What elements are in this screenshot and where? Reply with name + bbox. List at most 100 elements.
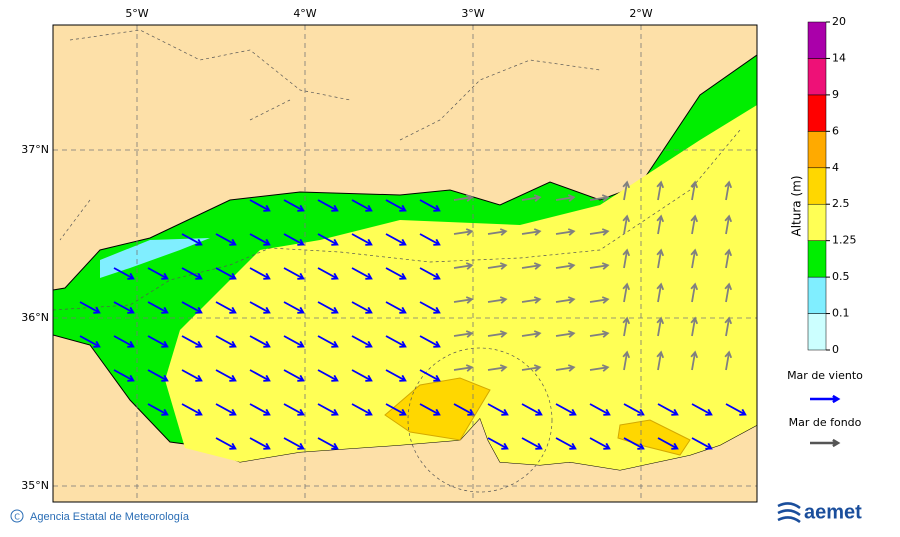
arrow: [622, 316, 631, 337]
arrow: [385, 403, 407, 416]
arrow: [622, 180, 631, 201]
lat-label: 35°N: [21, 479, 49, 492]
arrow: [657, 437, 679, 450]
arrow: [656, 282, 665, 303]
arrow: [623, 437, 645, 450]
colorbar-title: Altura (m): [790, 175, 804, 236]
arrow: [690, 248, 699, 269]
colorbar-segment: [807, 313, 827, 351]
arrow: [215, 369, 237, 382]
arrow: [317, 199, 339, 212]
arrow: [419, 369, 441, 382]
arrow: [317, 301, 339, 314]
arrow: [622, 350, 631, 371]
arrow: [113, 335, 135, 348]
map-frame: [52, 24, 758, 503]
arrow: [317, 335, 339, 348]
arrow: [724, 282, 733, 303]
arrow: [690, 180, 699, 201]
arrow: [215, 267, 237, 280]
arrow: [691, 437, 713, 450]
legend-label: Mar de viento: [787, 369, 863, 382]
arrow: [317, 267, 339, 280]
arrow: [147, 403, 169, 416]
arrow: [385, 335, 407, 348]
colorbar-label: 20: [832, 15, 846, 28]
arrow: [147, 335, 169, 348]
arrow: [622, 214, 631, 235]
arrow: [691, 403, 713, 416]
arrow: [351, 369, 373, 382]
arrow: [724, 350, 733, 371]
arrow: [810, 394, 841, 404]
arrow: [521, 262, 542, 270]
arrow: [249, 199, 271, 212]
arrow: [589, 228, 610, 236]
arrow: [419, 199, 441, 212]
arrow: [555, 228, 576, 236]
lon-label: 5°W: [125, 7, 148, 20]
arrow: [351, 199, 373, 212]
arrow: [283, 403, 305, 416]
colorbar-label: 6: [832, 124, 839, 137]
arrow: [555, 364, 576, 372]
arrow: [419, 233, 441, 246]
arrow: [657, 403, 679, 416]
arrow: [521, 403, 543, 416]
arrow: [555, 330, 576, 338]
arrow: [419, 335, 441, 348]
arrow: [283, 335, 305, 348]
land-border: [59, 29, 601, 241]
arrow: [283, 199, 305, 212]
arrow: [487, 364, 508, 372]
arrow: [385, 267, 407, 280]
arrow: [113, 369, 135, 382]
arrow: [521, 437, 543, 450]
arrow: [385, 301, 407, 314]
wave-zone: [384, 377, 491, 441]
legend-label: Mar de fondo: [789, 416, 862, 429]
arrow: [249, 267, 271, 280]
arrow: [283, 233, 305, 246]
colorbar-segment: [807, 94, 827, 132]
colorbar-label: 4: [832, 161, 839, 174]
colorbar-label: 0: [832, 343, 839, 356]
arrow: [249, 335, 271, 348]
arrow: [521, 228, 542, 236]
colorbar-segment: [807, 167, 827, 205]
arrow: [419, 403, 441, 416]
arrow: [622, 282, 631, 303]
arrow: [453, 330, 474, 338]
colorbar-label: 1.25: [832, 234, 857, 247]
arrow: [656, 350, 665, 371]
arrow: [487, 296, 508, 304]
zone-border: [407, 347, 553, 493]
colorbar-segment: [807, 58, 827, 96]
lon-label: 3°W: [461, 7, 484, 20]
arrow: [810, 438, 841, 448]
arrow: [656, 180, 665, 201]
arrow: [656, 316, 665, 337]
arrow: [351, 301, 373, 314]
arrow: [147, 267, 169, 280]
agency-name: Agencia Estatal de Meteorología: [30, 511, 190, 523]
arrow: [181, 267, 203, 280]
arrow: [113, 267, 135, 280]
arrow: [487, 437, 509, 450]
copyright-icon: [10, 509, 24, 523]
colorbar-segment: [807, 203, 827, 241]
arrow: [724, 214, 733, 235]
colorbar-label: 0.1: [832, 307, 850, 320]
arrow: [181, 301, 203, 314]
colorbar-label: 2.5: [832, 197, 850, 210]
arrow: [317, 403, 339, 416]
arrow: [589, 330, 610, 338]
arrow: [419, 301, 441, 314]
colorbar-label: 9: [832, 88, 839, 101]
arrow: [589, 364, 610, 372]
arrow: [453, 364, 474, 372]
arrow: [351, 403, 373, 416]
arrow: [487, 330, 508, 338]
arrow: [487, 228, 508, 236]
